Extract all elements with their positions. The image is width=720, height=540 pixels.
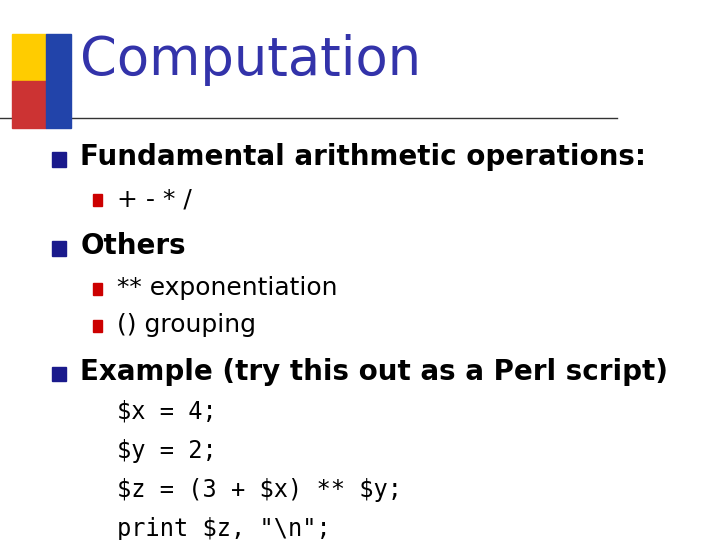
Bar <box>46 81 71 129</box>
Text: $y = 2;: $y = 2; <box>117 438 217 462</box>
Text: Fundamental arithmetic operations:: Fundamental arithmetic operations: <box>80 143 647 171</box>
Text: print $z, "\n";: print $z, "\n"; <box>117 517 331 540</box>
Bar <box>53 367 66 381</box>
Bar <box>12 34 46 81</box>
Bar <box>93 320 102 332</box>
Bar <box>53 152 66 166</box>
Bar <box>46 34 71 81</box>
Bar <box>93 284 102 295</box>
Text: + - * /: + - * / <box>117 187 192 211</box>
Text: $x = 4;: $x = 4; <box>117 399 217 423</box>
Text: () grouping: () grouping <box>117 313 256 337</box>
Bar <box>53 241 66 255</box>
Bar <box>12 81 46 129</box>
Text: Example (try this out as a Perl script): Example (try this out as a Perl script) <box>80 358 668 386</box>
Text: $z = (3 + $x) ** $y;: $z = (3 + $x) ** $y; <box>117 478 402 502</box>
Text: Others: Others <box>80 232 186 260</box>
Text: Computation: Computation <box>80 34 421 86</box>
Bar <box>93 194 102 206</box>
Text: ** exponentiation: ** exponentiation <box>117 276 338 300</box>
